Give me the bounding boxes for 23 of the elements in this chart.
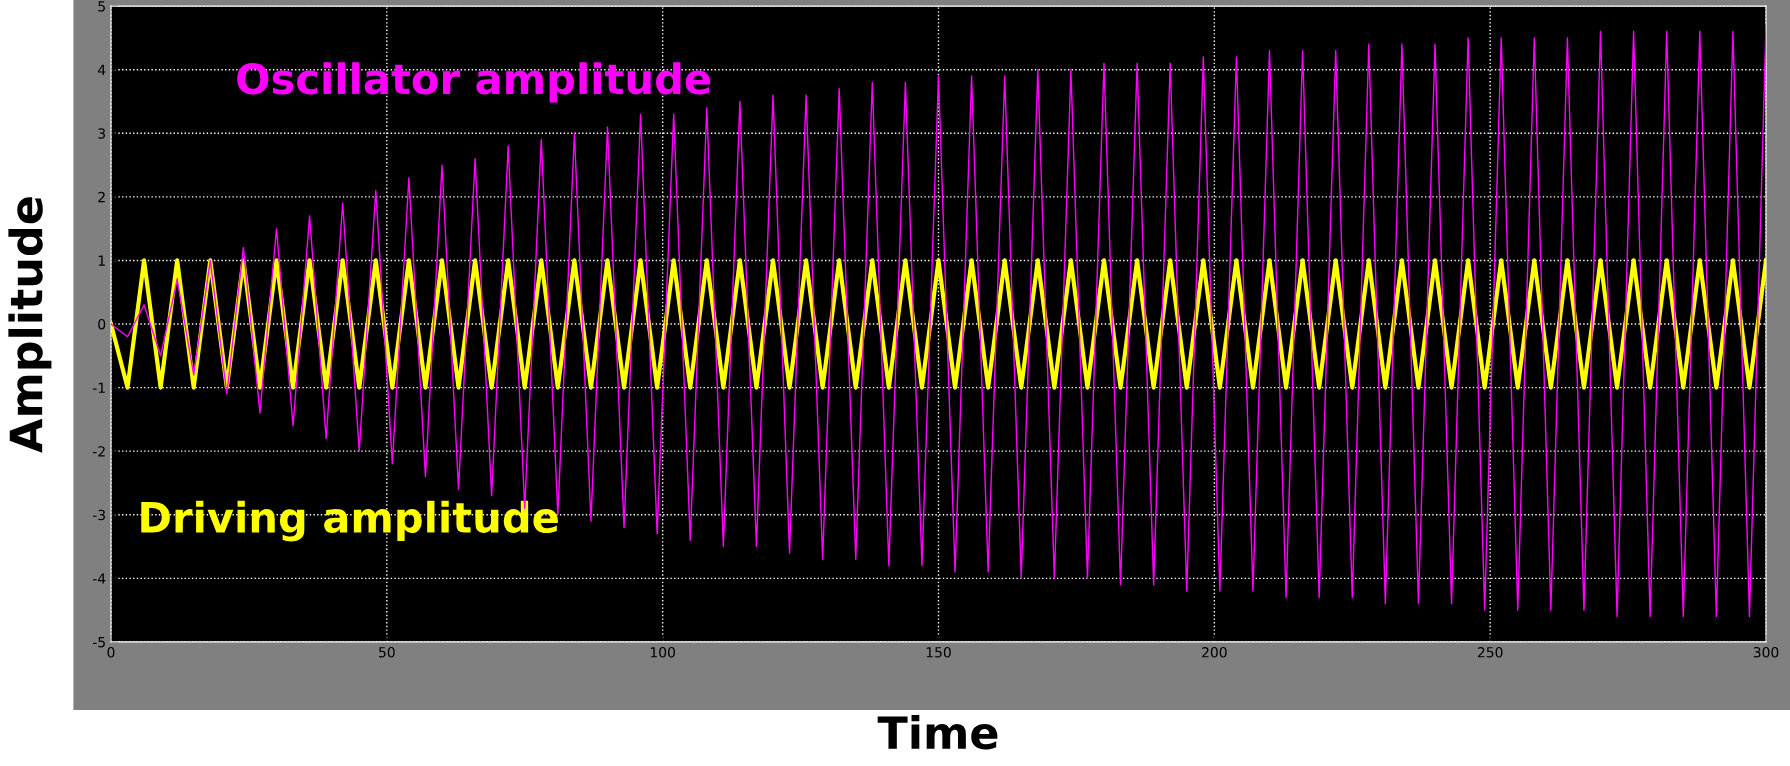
- x-tick-label: 150: [926, 647, 951, 658]
- x-tick-label: 100: [650, 647, 675, 658]
- y-tick-label: -1: [92, 382, 105, 393]
- y-tick-label: 2: [98, 191, 105, 203]
- y-tick-label: 1: [98, 255, 105, 266]
- x-tick-label: 250: [1477, 647, 1503, 658]
- y-tick-label: -4: [92, 573, 106, 584]
- x-tick-label: 200: [1202, 647, 1227, 658]
- y-tick-label: 4: [97, 64, 106, 75]
- text: Driving amplitude: [141, 500, 558, 542]
- series-label: Oscillator amplitude: [237, 62, 711, 103]
- y-tick-label: -5: [92, 637, 105, 648]
- x-tick-label: 300: [1753, 647, 1779, 658]
- x-tick-label: 50: [379, 647, 395, 658]
- x-axis-title: Time: [877, 715, 998, 750]
- y-tick-label: -2: [92, 446, 105, 457]
- y-tick-label: 0: [98, 318, 106, 330]
- line-series: [110, 24, 1767, 618]
- y-tick-label: 5: [98, 1, 105, 12]
- y-tick-label: -3: [92, 509, 106, 521]
- y-tick-label: 3: [98, 128, 106, 139]
- x-tick-label: 0: [107, 647, 115, 658]
- y-axis-title: Amplitude: [8, 197, 52, 453]
